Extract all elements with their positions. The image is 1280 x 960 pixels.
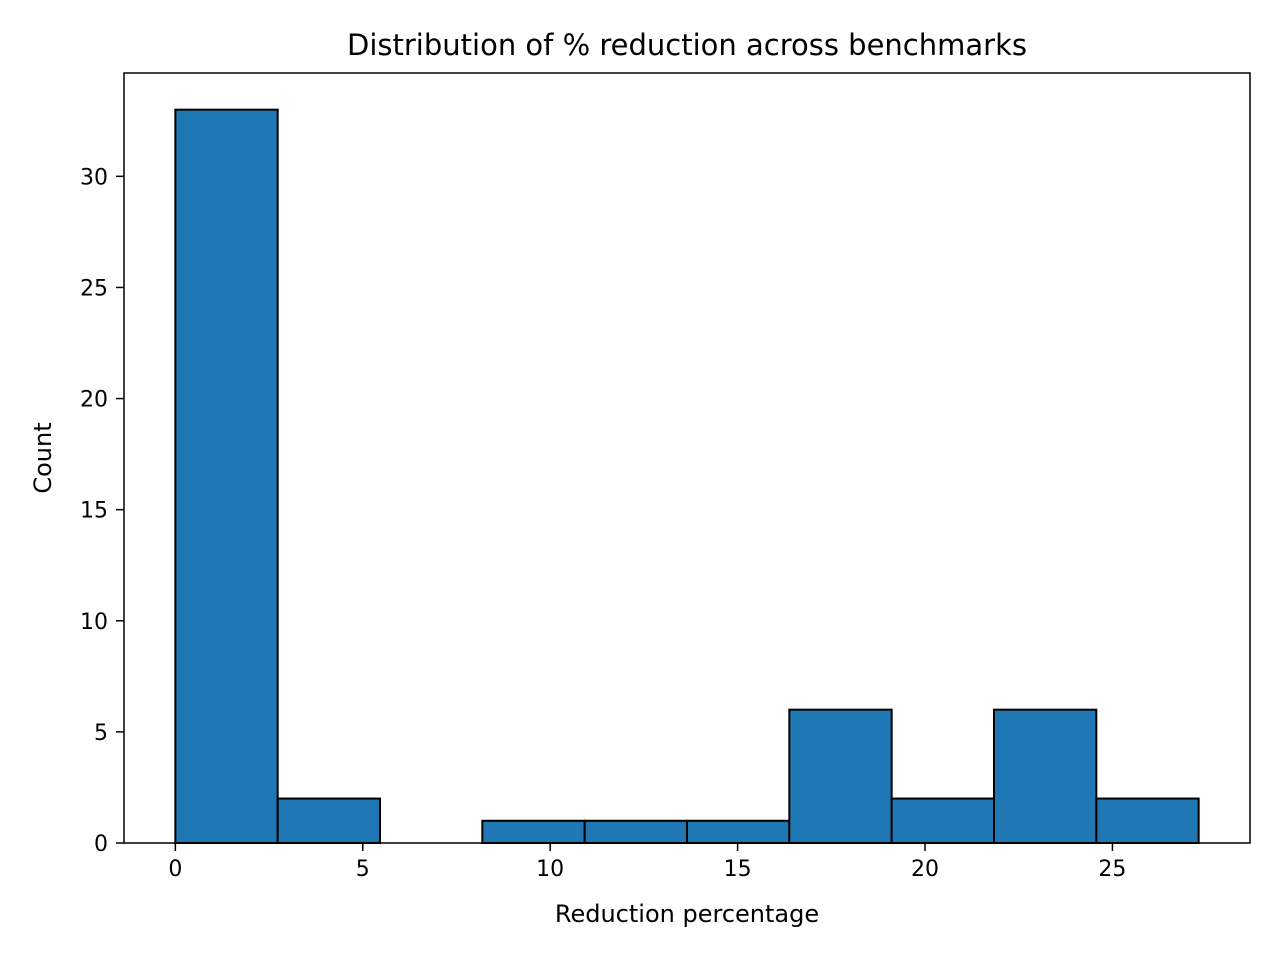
- histogram-bar: [992, 708, 1098, 845]
- y-tick-label: 30: [80, 165, 108, 190]
- histogram-bar: [788, 708, 893, 845]
- x-tick-label: 10: [536, 857, 564, 882]
- x-axis-label: Reduction percentage: [555, 900, 819, 928]
- x-tick-label: 5: [356, 857, 370, 882]
- x-tick-label: 0: [168, 857, 182, 882]
- x-tick-label: 25: [1098, 857, 1126, 882]
- x-axis-ticks: 0 5 10 15 20 25: [168, 843, 1126, 882]
- chart-title: Distribution of % reduction across bench…: [347, 28, 1027, 62]
- y-tick-label: 10: [80, 610, 108, 635]
- y-tick-label: 5: [94, 721, 108, 746]
- y-tick-label: 0: [94, 832, 108, 857]
- y-axis-label: Count: [29, 422, 57, 493]
- y-tick-label: 15: [80, 499, 108, 524]
- histogram-bar: [276, 797, 382, 844]
- histogram-bar: [583, 819, 688, 844]
- histogram-bar: [174, 108, 279, 844]
- histogram-bar: [686, 819, 791, 844]
- x-tick-label: 15: [724, 857, 752, 882]
- bars-group: [174, 108, 1200, 845]
- y-tick-label: 20: [80, 388, 108, 413]
- histogram-bar: [481, 819, 586, 844]
- histogram-bar: [1095, 797, 1200, 844]
- y-axis-ticks: 0 5 10 15 20 25 30: [80, 165, 124, 857]
- y-tick-label: 25: [80, 276, 108, 301]
- histogram-bar: [890, 797, 995, 844]
- plot-frame: [123, 72, 1251, 844]
- x-tick-label: 20: [911, 857, 939, 882]
